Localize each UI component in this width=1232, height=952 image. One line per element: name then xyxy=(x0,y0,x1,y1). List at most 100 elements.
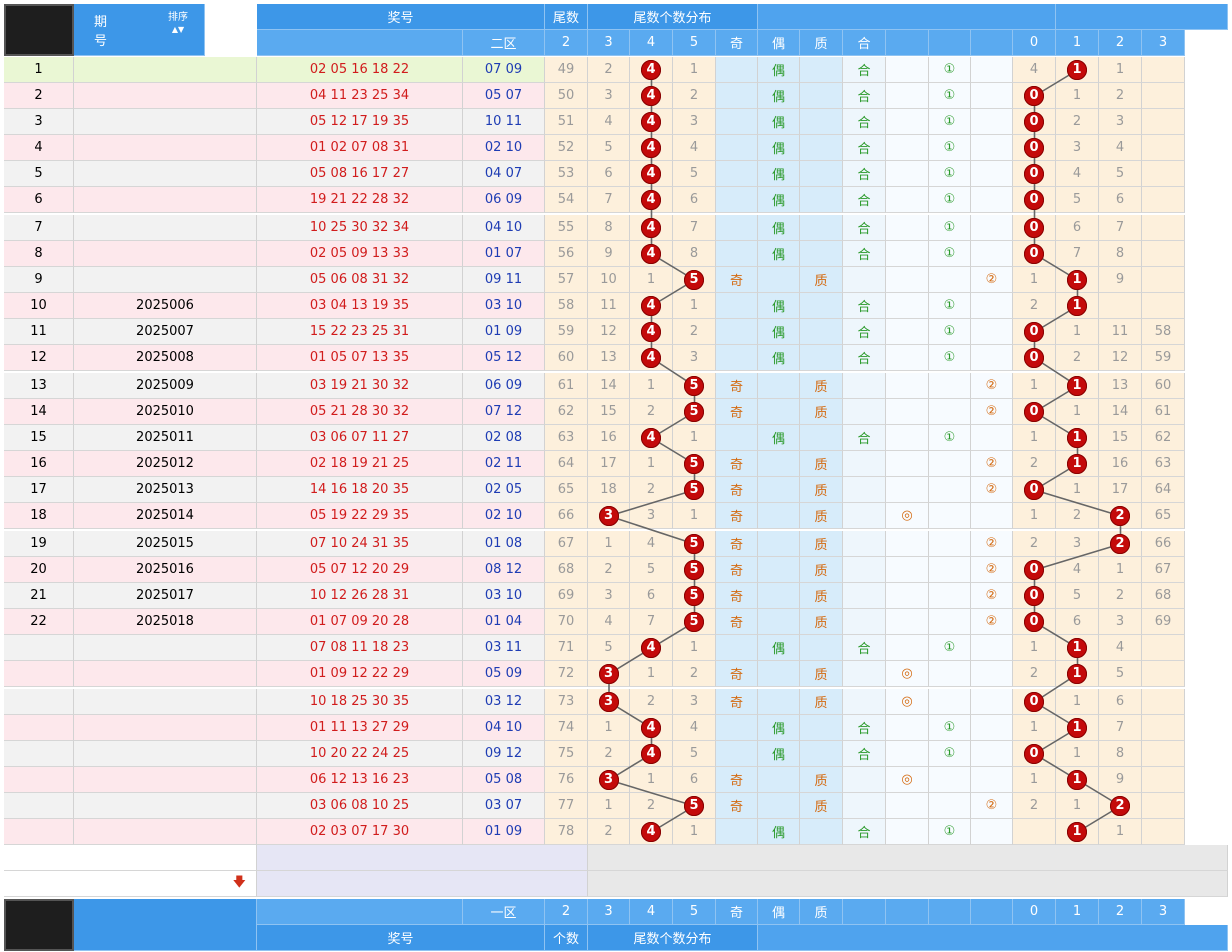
mod-cell: 14 xyxy=(1099,399,1142,425)
dist-cell: 8 xyxy=(588,215,630,241)
parity-cell: 质 xyxy=(800,583,843,609)
route-col-footer-2 xyxy=(929,899,971,925)
route-cell xyxy=(971,715,1013,741)
row-no: 14 xyxy=(4,399,74,425)
parity-cell: 偶 xyxy=(758,241,800,267)
row-red-numbers: 05 21 28 30 32 xyxy=(257,399,463,425)
route-cell xyxy=(886,373,929,399)
mod-hit-ball: 0 xyxy=(1024,321,1044,342)
mod-cell xyxy=(1142,187,1185,213)
route-cell xyxy=(886,793,929,819)
arrow-down-icon[interactable]: 🡇 xyxy=(232,874,246,890)
dist-cell: 51 xyxy=(545,109,588,135)
dist-hit-ball: 4 xyxy=(641,347,661,368)
parity-cell xyxy=(800,345,843,371)
row-issue xyxy=(74,187,257,213)
row-blue-numbers: 01 07 xyxy=(463,241,545,267)
parity-cell: 质 xyxy=(800,609,843,635)
dist-cell: 7 xyxy=(588,187,630,213)
mod-col-1: 1 xyxy=(1056,30,1099,56)
row-red-numbers: 03 19 21 30 32 xyxy=(257,373,463,399)
parity-cell xyxy=(800,109,843,135)
dist-cell: 5 xyxy=(630,557,673,583)
dist-cell: 2 xyxy=(630,399,673,425)
parity-cell: 偶 xyxy=(758,83,800,109)
mod-cell: 69 xyxy=(1142,609,1185,635)
route-cell xyxy=(886,451,929,477)
dist-hit-ball: 5 xyxy=(684,269,704,290)
dist-cell: 5 xyxy=(673,741,716,767)
parity-cell xyxy=(843,373,886,399)
mod-col-footer-0: 0 xyxy=(1013,899,1056,925)
dist-cell: 1 xyxy=(588,715,630,741)
row-red-numbers: 04 11 23 25 34 xyxy=(257,83,463,109)
dist-cell: 56 xyxy=(545,241,588,267)
route-cell xyxy=(886,267,929,293)
row-issue xyxy=(74,83,257,109)
mod-hit-ball: 1 xyxy=(1067,427,1087,448)
parity-cell: 偶 xyxy=(758,187,800,213)
row-issue: 2025016 xyxy=(74,557,257,583)
mod-cell: 6 xyxy=(1099,187,1142,213)
dist-cell: 58 xyxy=(545,293,588,319)
mod-cell: 63 xyxy=(1142,451,1185,477)
row-no: 15 xyxy=(4,425,74,451)
row-red-numbers: 02 05 16 18 22 xyxy=(257,57,463,83)
route-cell xyxy=(971,345,1013,371)
footer-blank-2 xyxy=(257,845,588,871)
route-cell: ◎ xyxy=(886,661,929,687)
row-red-numbers: 10 12 26 28 31 xyxy=(257,583,463,609)
mod-cell xyxy=(1142,267,1185,293)
mod-hit-ball: 0 xyxy=(1024,347,1044,368)
route-col-0 xyxy=(886,30,929,56)
dist-cell: 1 xyxy=(673,503,716,529)
parity-cell xyxy=(843,531,886,557)
route-cell: ① xyxy=(929,187,971,213)
route-cell xyxy=(929,451,971,477)
route-cell: ② xyxy=(971,399,1013,425)
dist-cell: 6 xyxy=(673,767,716,793)
route-cell: ◎ xyxy=(886,767,929,793)
dist-hit-ball: 5 xyxy=(684,401,704,422)
route-cell xyxy=(929,373,971,399)
mod-cell: 4 xyxy=(1056,161,1099,187)
route-cell: ① xyxy=(929,135,971,161)
dist-cell: 69 xyxy=(545,583,588,609)
dist-cell: 1 xyxy=(673,425,716,451)
row-red-numbers: 01 05 07 13 35 xyxy=(257,345,463,371)
mod-cell: 2 xyxy=(1099,583,1142,609)
mod-cell: 12 xyxy=(1099,345,1142,371)
mod-cell: 1 xyxy=(1013,767,1056,793)
row-blue-numbers: 04 10 xyxy=(463,715,545,741)
mod-cell: 1 xyxy=(1056,741,1099,767)
row-blue-numbers: 03 10 xyxy=(463,583,545,609)
parity-cell xyxy=(758,793,800,819)
row-no: 4 xyxy=(4,135,74,161)
route-cell: ◎ xyxy=(886,689,929,715)
parity-col-0: 奇 xyxy=(716,30,758,56)
parity-cell: 奇 xyxy=(716,451,758,477)
dist-cell: 6 xyxy=(588,161,630,187)
mod-cell: 1 xyxy=(1013,635,1056,661)
dist-cell: 3 xyxy=(588,83,630,109)
footer-blank-4: 🡇 xyxy=(4,871,257,897)
parity-cell xyxy=(716,241,758,267)
sort-button[interactable]: 排序 ▲▼ xyxy=(168,12,188,36)
mod-cell: 2 xyxy=(1056,345,1099,371)
route-cell xyxy=(971,661,1013,687)
route-cell xyxy=(971,135,1013,161)
parity-cell: 奇 xyxy=(716,503,758,529)
row-red-numbers: 02 03 07 17 30 xyxy=(257,819,463,845)
parity-cell: 偶 xyxy=(758,819,800,845)
dist-cell: 57 xyxy=(545,267,588,293)
mod-group-header xyxy=(1056,4,1228,30)
row-blue-numbers: 06 09 xyxy=(463,187,545,213)
parity-cell xyxy=(843,477,886,503)
dist-cell: 2 xyxy=(673,661,716,687)
row-red-numbers: 05 07 12 20 29 xyxy=(257,557,463,583)
dist-cell: 74 xyxy=(545,715,588,741)
dist-cell: 65 xyxy=(545,477,588,503)
dist-col-2: 2 xyxy=(545,30,588,56)
parity-cell: 合 xyxy=(843,635,886,661)
parity-cell: 偶 xyxy=(758,57,800,83)
